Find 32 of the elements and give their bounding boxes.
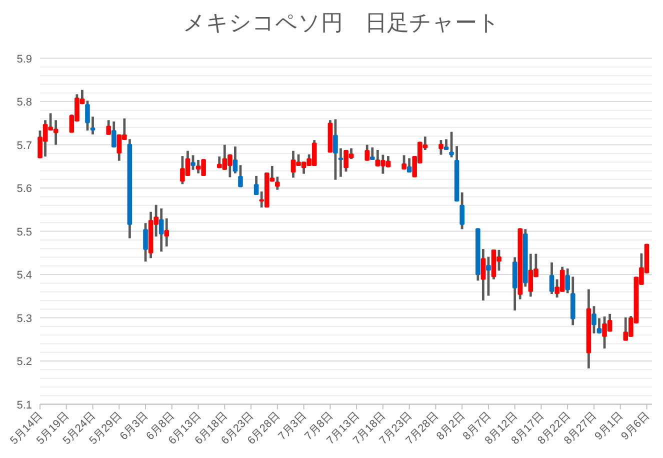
candlestick <box>254 174 259 196</box>
y-tick-label: 5.8 <box>16 96 32 109</box>
candlestick <box>449 130 454 159</box>
candlestick <box>364 144 370 162</box>
candlestick <box>85 99 90 132</box>
candlestick <box>460 191 464 230</box>
y-tick-label: 5.4 <box>16 270 32 282</box>
candlestick <box>370 146 375 162</box>
y-tick-label: 5.6 <box>16 183 32 196</box>
candlestick <box>190 154 196 172</box>
candlestick <box>592 304 596 335</box>
candlestick <box>402 154 406 171</box>
candlestick <box>158 207 164 253</box>
candlestick <box>549 261 554 296</box>
candlestick <box>143 222 148 263</box>
y-tick-label: 5.9 <box>16 53 32 66</box>
candlestick <box>480 248 486 302</box>
candlestick <box>444 138 449 152</box>
y-tick-label: 5.5 <box>16 226 32 238</box>
candlestick <box>238 164 243 188</box>
candlestick <box>486 256 491 297</box>
chart-title: メキシコペソ円 日足チャート <box>183 10 500 35</box>
candlestick <box>111 120 116 149</box>
candlestick <box>438 138 444 156</box>
candlestick <box>106 118 111 136</box>
y-tick-label: 5.3 <box>16 312 32 325</box>
candlestick <box>232 145 238 175</box>
y-tick-label: 5.7 <box>16 140 32 152</box>
candlestick <box>406 157 412 174</box>
y-tick-label: 5.1 <box>16 399 32 412</box>
candlestick <box>333 118 338 182</box>
y-tick-label: 5.2 <box>16 356 32 368</box>
